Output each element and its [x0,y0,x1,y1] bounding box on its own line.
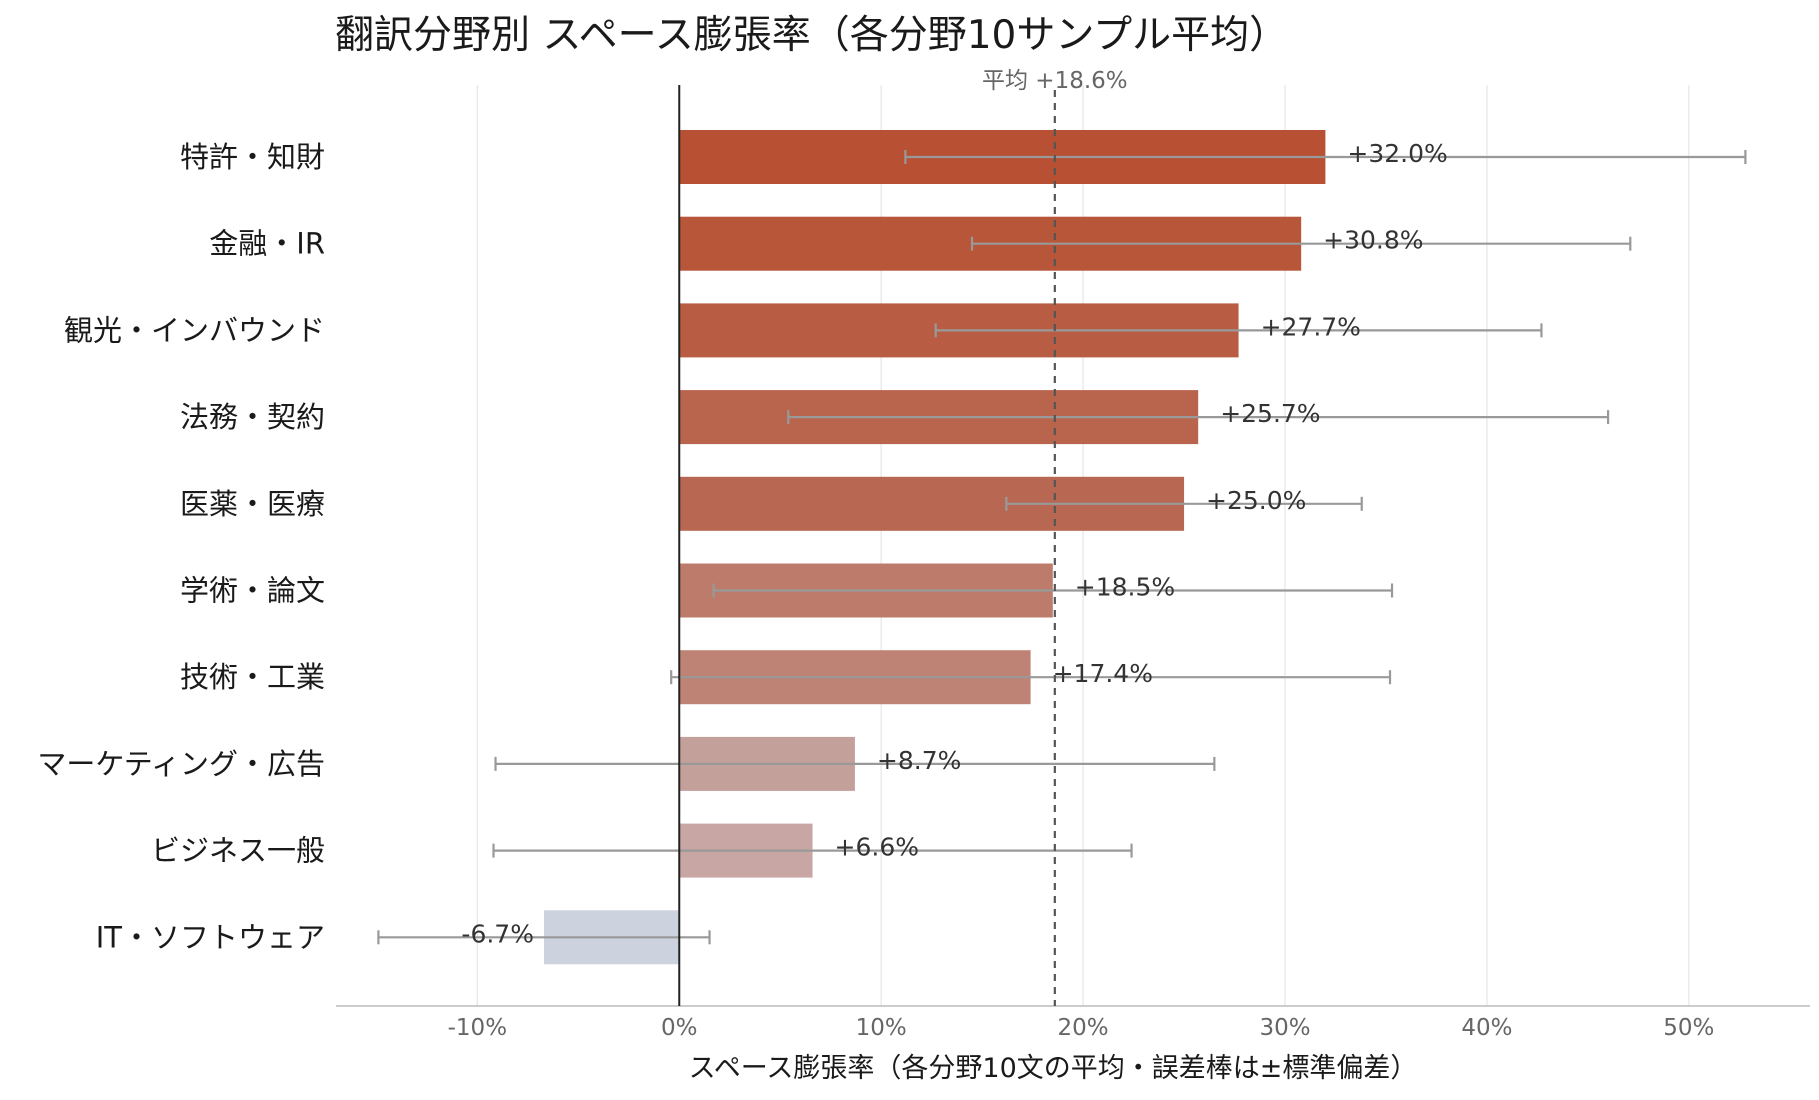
bars [543,130,1326,965]
error-bar [787,410,1610,425]
mean-label: 平均 +18.6% [982,68,1128,94]
category-label: ビジネス一般 [151,834,325,868]
value-label: +25.0% [1206,486,1306,515]
error-bar [934,323,1543,338]
value-label: +25.7% [1220,399,1320,428]
error-bars [377,150,1747,945]
value-label: +17.4% [1053,659,1153,688]
x-tick-label: -10% [448,1015,507,1041]
value-label: +30.8% [1323,226,1423,255]
error-bar [377,930,711,945]
category-label: 医薬・医療 [180,487,325,521]
category-label: 特許・知財 [180,140,325,174]
error-bar [492,843,1133,858]
error-bar [904,150,1747,164]
value-label: +8.7% [877,746,961,775]
category-label: 学術・論文 [180,574,325,608]
value-label: -6.7% [461,919,534,948]
value-label: +18.5% [1075,573,1175,602]
category-label: 技術・工業 [180,660,325,694]
mean-line-group: 平均 +18.6% [982,68,1128,1006]
error-bar [494,756,1216,771]
value-labels: +32.0% +30.8% +27.7% +25.7% +25.0% +18.5% +17.… [461,139,1447,948]
category-label: マーケティング・広告 [37,747,325,781]
error-bar [1005,496,1363,511]
category-label: IT・ソフトウェア [96,920,325,954]
axes: -10% 0% 10% 20% 30% 40% 50% [336,85,1810,1041]
chart-title: 翻訳分野別 スペース膨張率（各分野10サンプル平均） [335,13,1288,58]
x-tick-label: 0% [661,1015,698,1041]
x-tick-label: 20% [1058,1015,1109,1041]
x-tick-label: 40% [1461,1015,1512,1041]
category-label: 金融・IR [209,227,325,261]
x-tick-label: 50% [1663,1015,1714,1041]
x-tick-label: 10% [856,1015,907,1041]
value-label: +32.0% [1347,139,1447,168]
value-label: +6.6% [835,833,919,862]
x-axis-label: スペース膨張率（各分野10文の平均・誤差棒は±標準偏差） [689,1053,1418,1084]
value-label: +27.7% [1261,312,1361,341]
error-bar [970,236,1632,251]
category-label: 観光・インバウンド [64,313,325,347]
error-bar [670,670,1392,685]
category-label: 法務・契約 [180,400,325,434]
x-tick-label: 30% [1259,1015,1310,1041]
error-bar [712,583,1394,598]
